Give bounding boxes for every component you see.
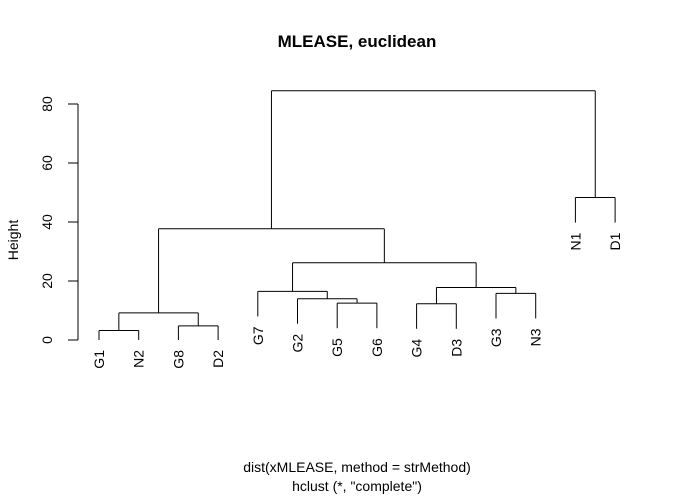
leaf-label-g3: G3 — [488, 328, 504, 347]
method-sublabel: hclust (*, "complete") — [292, 478, 422, 494]
y-axis: 0 20 40 60 80 — [39, 96, 79, 344]
x-axis-label: dist(xMLEASE, method = strMethod) — [243, 459, 471, 475]
leaf-label-g6: G6 — [369, 338, 385, 357]
chart-title: MLEASE, euclidean — [278, 32, 437, 51]
leaf-label-g2: G2 — [290, 334, 306, 353]
leaf-label-n1: N1 — [567, 232, 583, 250]
leaf-label-n3: N3 — [528, 328, 544, 346]
leaf-label-d2: D2 — [210, 350, 226, 368]
y-tick-label: 60 — [39, 155, 55, 171]
leaf-label-g1: G1 — [91, 350, 107, 369]
y-tick-label: 0 — [39, 336, 55, 344]
leaf-label-d1: D1 — [607, 232, 623, 250]
y-axis-label: Height — [5, 220, 21, 261]
leaf-label-n2: N2 — [131, 350, 147, 368]
leaf-label-g5: G5 — [329, 338, 345, 357]
leaf-labels: G1 N2 G8 D2 G7 G2 G5 G6 G4 D3 G3 N3 N1 D1 — [91, 232, 623, 368]
y-tick-label: 20 — [39, 273, 55, 289]
dendrogram-branches — [98, 90, 616, 340]
leaf-label-g7: G7 — [250, 326, 266, 345]
y-tick-label: 40 — [39, 214, 55, 230]
y-tick-label: 80 — [39, 96, 55, 112]
leaf-label-g4: G4 — [409, 339, 425, 358]
leaf-label-g8: G8 — [170, 350, 186, 369]
leaf-label-d3: D3 — [448, 339, 464, 357]
